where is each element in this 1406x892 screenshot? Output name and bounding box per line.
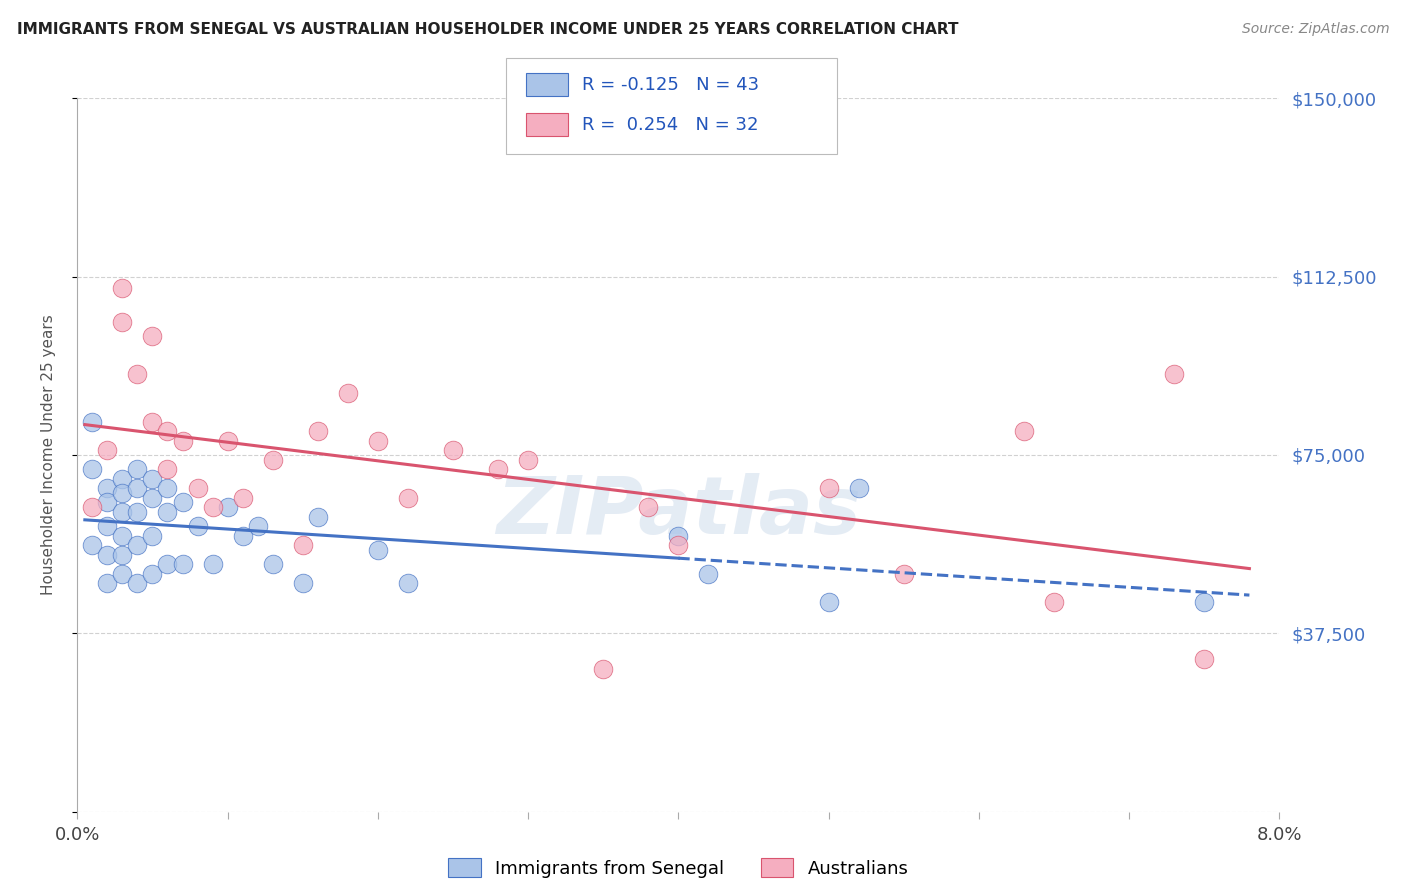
- Point: [156, 558, 179, 572]
- Point: [172, 558, 194, 572]
- Point: [156, 462, 179, 476]
- Point: [307, 424, 329, 438]
- Point: [367, 434, 389, 448]
- Point: [217, 500, 239, 515]
- Point: [1012, 424, 1035, 438]
- Point: [637, 500, 659, 515]
- Point: [201, 500, 224, 515]
- Legend: Immigrants from Senegal, Australians: Immigrants from Senegal, Australians: [441, 850, 915, 885]
- Point: [156, 424, 179, 438]
- Point: [232, 491, 254, 505]
- Point: [172, 434, 194, 448]
- Point: [141, 566, 163, 581]
- Point: [127, 367, 149, 381]
- Point: [291, 538, 314, 552]
- Point: [127, 538, 149, 552]
- Point: [127, 481, 149, 495]
- Point: [668, 529, 690, 543]
- Point: [592, 662, 614, 676]
- Point: [156, 505, 179, 519]
- Point: [111, 486, 134, 500]
- Point: [127, 576, 149, 591]
- Point: [82, 500, 104, 515]
- Point: [172, 495, 194, 509]
- Point: [1043, 595, 1066, 609]
- Point: [141, 415, 163, 429]
- Point: [96, 576, 118, 591]
- Point: [262, 452, 284, 467]
- Point: [141, 529, 163, 543]
- Point: [441, 443, 464, 458]
- Point: [82, 415, 104, 429]
- Text: IMMIGRANTS FROM SENEGAL VS AUSTRALIAN HOUSEHOLDER INCOME UNDER 25 YEARS CORRELAT: IMMIGRANTS FROM SENEGAL VS AUSTRALIAN HO…: [17, 22, 959, 37]
- Point: [517, 452, 540, 467]
- Point: [1194, 652, 1216, 666]
- Point: [96, 481, 118, 495]
- Point: [82, 538, 104, 552]
- Point: [187, 519, 209, 533]
- Point: [127, 462, 149, 476]
- Point: [893, 566, 915, 581]
- Point: [96, 443, 118, 458]
- Point: [367, 543, 389, 558]
- Point: [217, 434, 239, 448]
- Text: ZIPatlas: ZIPatlas: [496, 473, 860, 551]
- Point: [111, 566, 134, 581]
- Point: [396, 491, 419, 505]
- Text: Source: ZipAtlas.com: Source: ZipAtlas.com: [1241, 22, 1389, 37]
- Point: [111, 529, 134, 543]
- Text: R = -0.125   N = 43: R = -0.125 N = 43: [582, 76, 759, 94]
- Point: [848, 481, 870, 495]
- Point: [141, 472, 163, 486]
- Point: [232, 529, 254, 543]
- Point: [82, 462, 104, 476]
- Point: [96, 495, 118, 509]
- Point: [1194, 595, 1216, 609]
- Point: [668, 538, 690, 552]
- Point: [697, 566, 720, 581]
- Point: [817, 481, 839, 495]
- Point: [262, 558, 284, 572]
- Point: [201, 558, 224, 572]
- Point: [111, 548, 134, 562]
- Point: [396, 576, 419, 591]
- Point: [156, 481, 179, 495]
- Text: R =  0.254   N = 32: R = 0.254 N = 32: [582, 116, 759, 134]
- Point: [486, 462, 509, 476]
- Point: [817, 595, 839, 609]
- Point: [111, 505, 134, 519]
- Point: [291, 576, 314, 591]
- Point: [307, 509, 329, 524]
- Point: [187, 481, 209, 495]
- Point: [141, 329, 163, 343]
- Point: [111, 315, 134, 329]
- Point: [111, 281, 134, 295]
- Point: [1163, 367, 1185, 381]
- Point: [111, 472, 134, 486]
- Point: [127, 505, 149, 519]
- Point: [246, 519, 269, 533]
- Point: [141, 491, 163, 505]
- Point: [96, 548, 118, 562]
- Point: [96, 519, 118, 533]
- Point: [336, 386, 359, 401]
- Y-axis label: Householder Income Under 25 years: Householder Income Under 25 years: [42, 315, 56, 595]
